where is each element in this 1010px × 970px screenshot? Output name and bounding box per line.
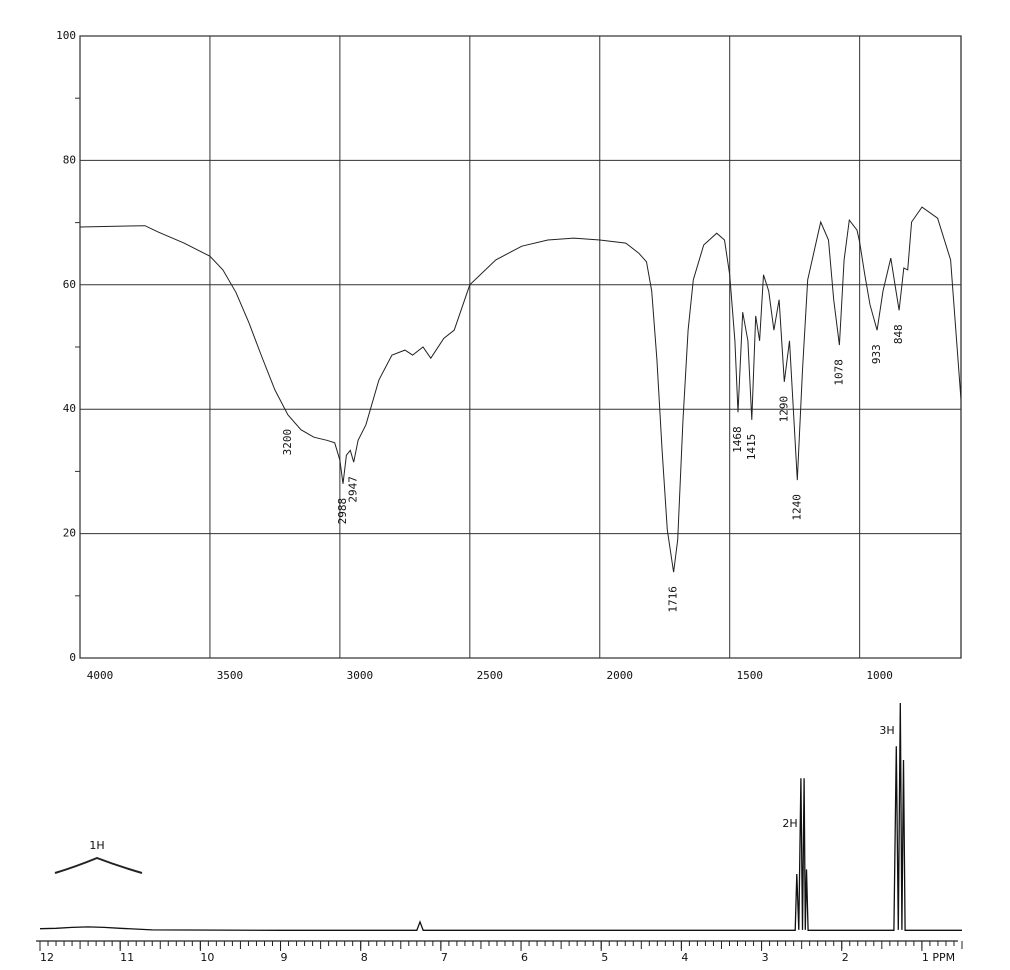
peak-label: 1240 — [790, 494, 803, 521]
peak-label: 3200 — [281, 429, 294, 456]
x-tick-label: 1000 — [866, 669, 893, 682]
x-tick-label: 1500 — [736, 669, 763, 682]
y-tick-label: 60 — [63, 278, 76, 291]
peak-label: 1290 — [777, 396, 790, 423]
y-tick-label: 40 — [63, 402, 76, 415]
inset-hump — [54, 856, 143, 874]
peak-label: 848 — [892, 324, 905, 344]
x-tick-label: 4 — [681, 951, 688, 964]
ir-spectrum: 0 20 40 60 80 100 4000 3500 3000 2500 2000 1500 1000… — [56, 29, 962, 682]
integration-label: 1H — [89, 839, 104, 852]
x-tick-label: 2500 — [477, 669, 504, 682]
ir-trace — [79, 206, 962, 573]
x-tick-label: 3 — [762, 951, 769, 964]
x-tick-label: 5 — [601, 951, 608, 964]
x-tick-label: 11 — [120, 951, 134, 964]
plot-frame — [79, 35, 962, 659]
nmr-trace — [39, 702, 962, 931]
x-tick-label: 4000 — [87, 669, 114, 682]
peak-label: 1415 — [745, 434, 758, 461]
peak-label: 2988 — [336, 498, 349, 524]
y-tick-label: 0 — [69, 651, 76, 664]
peak-label: 1716 — [667, 586, 680, 613]
x-tick-label: 1 PPM — [922, 951, 955, 964]
x-tick-label: 3000 — [347, 669, 374, 682]
peak-label: 1468 — [731, 426, 744, 453]
peak-label: 2947 — [347, 476, 360, 503]
peak-label: 1078 — [832, 359, 845, 386]
y-tick-label: 100 — [56, 29, 76, 42]
x-tick-label: 2 — [842, 951, 849, 964]
x-tick-label: 6 — [521, 951, 528, 964]
x-tick-label: 8 — [361, 951, 368, 964]
x-tick-label: 3500 — [217, 669, 244, 682]
x-tick-label: 10 — [200, 951, 214, 964]
x-tick-label: 2000 — [607, 669, 634, 682]
y-tick-label: 80 — [63, 153, 76, 166]
x-tick-label: 7 — [441, 951, 448, 964]
y-tick-label: 20 — [63, 527, 76, 540]
x-tick-label: 9 — [281, 951, 288, 964]
peak-label: 933 — [870, 344, 883, 364]
nmr-spectrum: 12 11 10 9 8 7 6 5 4 3 2 1 PPM 1H 2H 3H — [36, 702, 963, 964]
integration-label: 3H — [879, 724, 894, 737]
x-tick-label: 12 — [40, 951, 54, 964]
integration-label: 2H — [782, 817, 797, 830]
